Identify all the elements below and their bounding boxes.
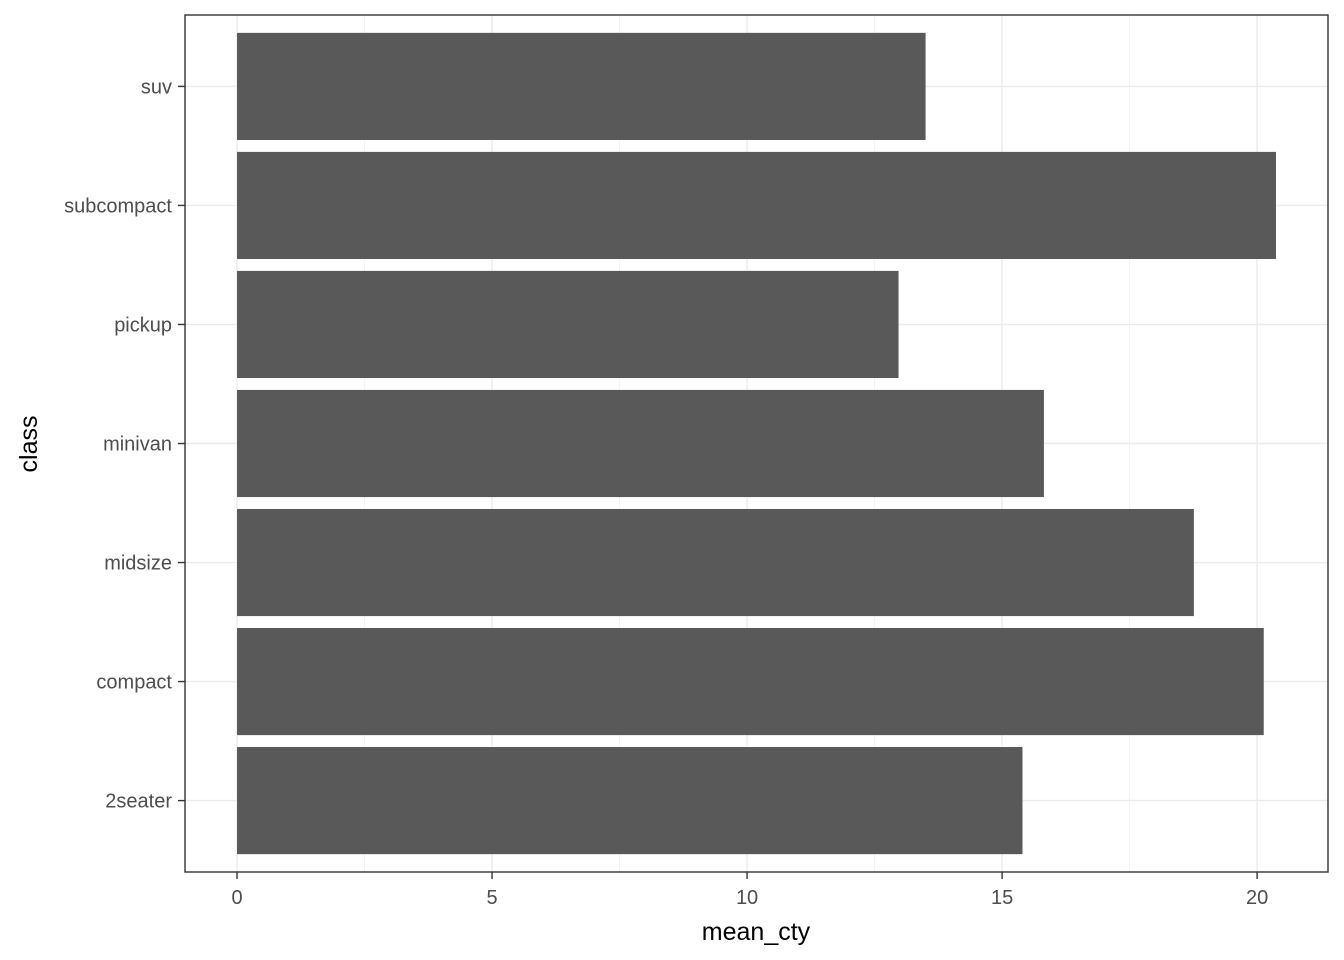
y-tick-label: minivan (103, 434, 172, 456)
y-tick-label: 2seater (105, 791, 172, 813)
y-tick-label: subcompact (64, 195, 172, 217)
x-tick-label: 5 (486, 887, 497, 909)
y-tick-label: suv (141, 76, 172, 98)
x-tick-label: 10 (736, 887, 758, 909)
y-axis: 2seater compact midsize minivan pickup subcom… (64, 76, 185, 813)
bar-suv (237, 32, 926, 140)
x-tick-label: 0 (231, 887, 242, 909)
bar-subcompact (237, 151, 1276, 260)
x-tick-label: 20 (1246, 887, 1268, 909)
x-axis: 0 5 10 15 20 (231, 872, 1268, 909)
bar-pickup (237, 270, 899, 379)
x-axis-title: mean_cty (702, 918, 811, 946)
bars (237, 32, 1276, 855)
bar-2seater (237, 747, 1023, 855)
y-tick-label: midsize (104, 553, 172, 575)
x-tick-label: 15 (991, 887, 1013, 909)
bar-minivan (237, 389, 1044, 498)
y-tick-label: compact (96, 672, 172, 694)
y-tick-label: pickup (114, 314, 172, 336)
y-axis-title: class (15, 416, 43, 473)
bar-midsize (237, 508, 1194, 617)
bar-compact (237, 627, 1264, 736)
